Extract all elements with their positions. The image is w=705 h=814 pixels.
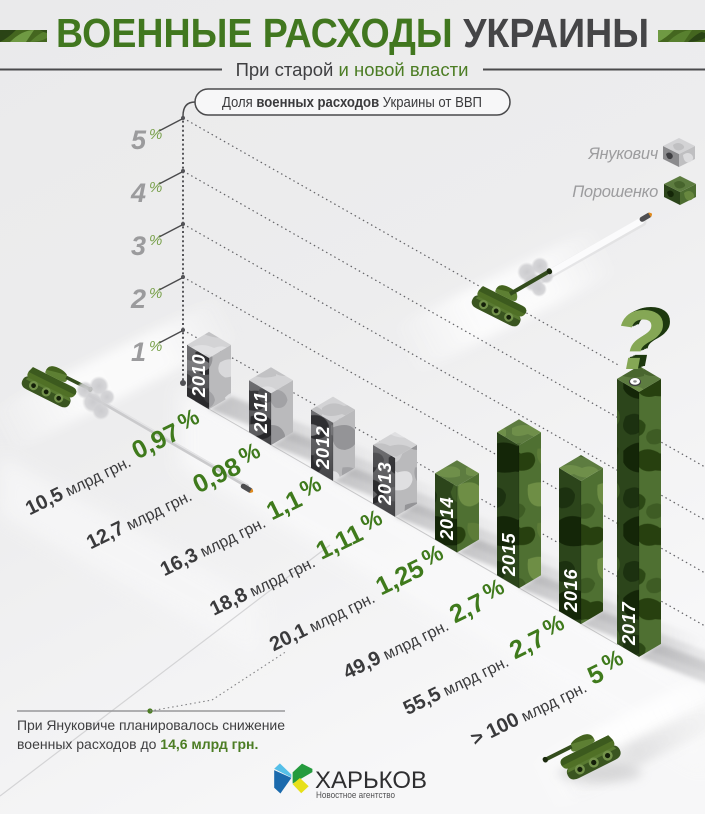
svg-text:%: % — [149, 232, 162, 249]
svg-text:?: ? — [613, 293, 664, 387]
svg-text:Порошенко: Порошенко — [572, 183, 658, 201]
svg-text:?: ? — [619, 291, 670, 385]
svg-text:2011: 2011 — [250, 391, 271, 434]
svg-text:военных расходов до 14,6 млрд: военных расходов до 14,6 млрд грн. — [17, 736, 258, 752]
svg-text:2015: 2015 — [498, 533, 519, 577]
svg-text:2017: 2017 — [618, 601, 639, 646]
svg-text:%: % — [149, 126, 162, 143]
svg-text:При Януковиче планировалось сн: При Януковиче планировалось снижение — [17, 717, 285, 733]
svg-text:2012: 2012 — [312, 426, 333, 470]
svg-text:5: 5 — [131, 125, 147, 155]
svg-text:Доля военных расходов Украины: Доля военных расходов Украины от ВВП — [222, 94, 482, 111]
svg-text:2016: 2016 — [560, 569, 581, 613]
svg-text:%: % — [149, 285, 162, 302]
svg-text:?: ? — [617, 291, 668, 385]
svg-text:%: % — [149, 179, 162, 196]
svg-text:ВОЕННЫЕ РАСХОДЫ УКРАИНЫ: ВОЕННЫЕ РАСХОДЫ УКРАИНЫ — [56, 10, 649, 56]
svg-text:1: 1 — [131, 337, 146, 367]
svg-text:%: % — [149, 338, 162, 355]
svg-text:4: 4 — [130, 178, 146, 208]
svg-text:2010: 2010 — [188, 354, 209, 398]
svg-text:Новостное агентство: Новостное агентство — [316, 790, 395, 801]
svg-text:2014: 2014 — [436, 497, 457, 541]
svg-text:2: 2 — [130, 284, 146, 314]
svg-text:При старой и новой власти: При старой и новой власти — [236, 59, 469, 80]
svg-text:3: 3 — [131, 231, 146, 261]
svg-text:?: ? — [615, 292, 666, 386]
svg-text:2013: 2013 — [374, 462, 395, 506]
svg-text:ХАРЬКОВ: ХАРЬКОВ — [315, 767, 427, 794]
svg-text:Янукович: Янукович — [588, 145, 659, 163]
svg-text:?: ? — [620, 290, 671, 384]
